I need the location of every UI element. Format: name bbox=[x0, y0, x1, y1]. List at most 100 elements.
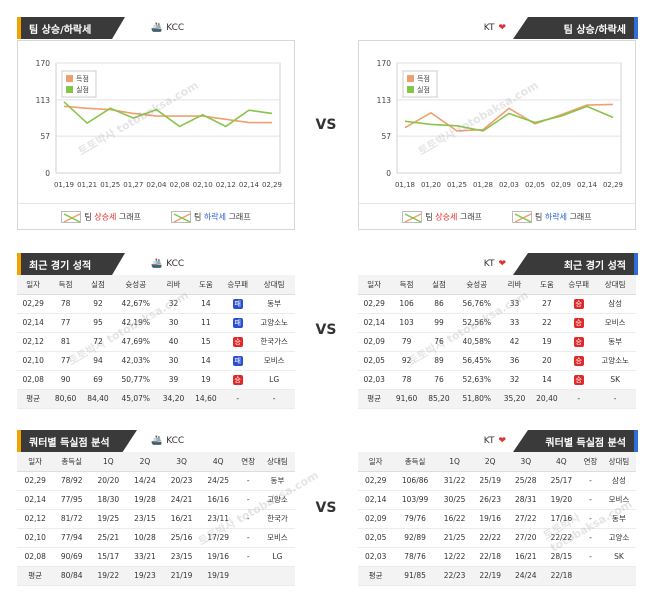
table-cell: 20/20 bbox=[90, 471, 127, 491]
table-cell: 02,09 bbox=[358, 509, 394, 529]
x-tick-label: 02,08 bbox=[170, 181, 190, 189]
table-cell: 02,05 bbox=[358, 351, 391, 371]
table-cell: 고양소 bbox=[601, 528, 636, 548]
table-cell: 27 bbox=[530, 294, 564, 314]
table-cell: 평균 bbox=[17, 566, 54, 586]
column-header: 1Q bbox=[436, 452, 473, 472]
table-cell: 02,14 bbox=[17, 490, 54, 510]
result-badge: 승 bbox=[232, 336, 243, 347]
table-cell: 72 bbox=[81, 332, 115, 352]
table-cell: LG bbox=[259, 547, 295, 567]
legend-swatch bbox=[66, 75, 73, 82]
table-cell: 17/16 bbox=[543, 509, 580, 529]
table-cell: 02,29 bbox=[17, 294, 50, 314]
table-cell: 22/18 bbox=[472, 547, 508, 567]
result-cell: 승 bbox=[222, 332, 254, 352]
column-header: 3Q bbox=[163, 452, 200, 472]
table-cell: 16/22 bbox=[436, 509, 473, 529]
section-title: 팀 상승/하락세 bbox=[513, 17, 638, 39]
table-cell: 91,60 bbox=[390, 389, 423, 409]
table-cell: 94 bbox=[81, 351, 115, 371]
team-left: 🚢 KCC bbox=[151, 436, 185, 446]
table-cell: SK bbox=[594, 370, 636, 390]
table-cell: 11 bbox=[189, 313, 223, 333]
table-cell: 모비스 bbox=[259, 528, 295, 548]
table-row: 02,14 103/99 30/25 26/23 28/31 19/20- 모비스 bbox=[358, 490, 636, 510]
result-cell: 패 bbox=[222, 351, 254, 371]
table-cell: 33 bbox=[498, 294, 531, 314]
table-cell: 28/15 bbox=[543, 547, 580, 567]
table-cell: 20,40 bbox=[530, 389, 564, 409]
table-cell: 24/24 bbox=[507, 566, 544, 586]
table-cell: 25/19 bbox=[472, 471, 508, 491]
table-cell: - bbox=[594, 389, 636, 409]
column-header: 리바 bbox=[498, 275, 531, 295]
column-header: 승무패 bbox=[222, 275, 254, 295]
table-cell: 모비스 bbox=[601, 490, 636, 510]
column-header: 연장 bbox=[579, 452, 602, 472]
table-cell: 20/23 bbox=[163, 471, 200, 491]
team-right: KT ❤ bbox=[483, 23, 506, 33]
y-tick-label: 170 bbox=[377, 59, 392, 68]
table-cell: 56,76% bbox=[455, 294, 499, 314]
column-header: 득점 bbox=[49, 275, 82, 295]
table-cell: 02,29 bbox=[358, 294, 391, 314]
table-cell: 모비스 bbox=[594, 313, 636, 333]
table-cell: 02,03 bbox=[358, 547, 394, 567]
column-header: 도움 bbox=[189, 275, 223, 295]
table-cell bbox=[236, 566, 260, 586]
table-cell: 15 bbox=[189, 332, 223, 352]
table-cell: 31/22 bbox=[436, 471, 473, 491]
table-cell: - bbox=[236, 547, 260, 567]
right-trend-header: KT ❤ 팀 상승/하락세 bbox=[358, 17, 638, 39]
table-cell: 25/21 bbox=[90, 528, 127, 548]
x-tick-label: 02,12 bbox=[216, 181, 236, 189]
table-cell: 103/99 bbox=[393, 490, 437, 510]
table-cell: 02,05 bbox=[358, 528, 394, 548]
left-quarter-table: 일자 총득실 1Q 2Q 3Q 4Q 연장 상대팀 02,29 78/92 20/20 14/24 20… bbox=[17, 452, 295, 586]
column-header: 총득실 bbox=[53, 452, 91, 472]
table-cell: 32 bbox=[498, 370, 531, 390]
result-cell: 패 bbox=[222, 313, 254, 333]
table-row: 02,03 78 76 52,63% 32 14 승 SK bbox=[358, 370, 636, 390]
table-cell: 22/22 bbox=[472, 528, 508, 548]
right-quarter-header: KT ❤ 쿼터별 득실점 분석 bbox=[358, 430, 638, 452]
table-cell: 21/25 bbox=[436, 528, 473, 548]
result-badge: 승 bbox=[573, 374, 584, 385]
y-tick-label: 0 bbox=[386, 169, 391, 178]
table-cell: 81/72 bbox=[53, 509, 91, 529]
average-row: 평균 80,60 84,40 45,07% 34,20 14,60- - bbox=[17, 389, 295, 409]
section-title: 팀 상승/하락세 bbox=[17, 17, 125, 39]
table-cell: 27/22 bbox=[507, 509, 544, 529]
team-logo-icon: ❤ bbox=[498, 259, 506, 269]
average-row: 평균 80/84 19/22 19/23 21/19 19/19 bbox=[17, 566, 295, 586]
table-cell: 02,12 bbox=[17, 332, 50, 352]
result-cell: 승 bbox=[563, 294, 595, 314]
x-tick-label: 01,28 bbox=[473, 181, 493, 189]
up-legend: 팀 상승세 그래프 bbox=[61, 210, 141, 223]
table-cell: 42,03% bbox=[114, 351, 158, 371]
table-row: 02,29 78 92 42,67% 32 14 패 동부 bbox=[17, 294, 295, 314]
table-cell: 평균 bbox=[17, 389, 50, 409]
table-cell: 02,03 bbox=[358, 370, 391, 390]
table-cell: - bbox=[222, 389, 254, 409]
table-row: 02,10 77/94 25/21 10/28 25/16 17/29- 모비스 bbox=[17, 528, 295, 548]
legend-label: 득점 bbox=[417, 75, 430, 83]
table-cell: 02,29 bbox=[17, 471, 54, 491]
result-badge: 패 bbox=[232, 317, 243, 328]
series-line-득점 bbox=[63, 105, 272, 124]
table-cell: 02,14 bbox=[358, 313, 391, 333]
table-row: 02,12 81 72 47,69% 40 15 승 한국가스 bbox=[17, 332, 295, 352]
table-cell: 106 bbox=[390, 294, 423, 314]
y-tick-label: 0 bbox=[45, 169, 50, 178]
table-cell: 19 bbox=[530, 332, 564, 352]
table-cell: 22/22 bbox=[543, 528, 580, 548]
table-cell: 14,60 bbox=[189, 389, 223, 409]
table-cell: 30/25 bbox=[436, 490, 473, 510]
column-header: 3Q bbox=[507, 452, 544, 472]
table-cell: 76 bbox=[422, 332, 456, 352]
table-cell: LG bbox=[253, 370, 295, 390]
table-cell: 19/25 bbox=[90, 509, 127, 529]
table-cell: 02,08 bbox=[17, 547, 54, 567]
